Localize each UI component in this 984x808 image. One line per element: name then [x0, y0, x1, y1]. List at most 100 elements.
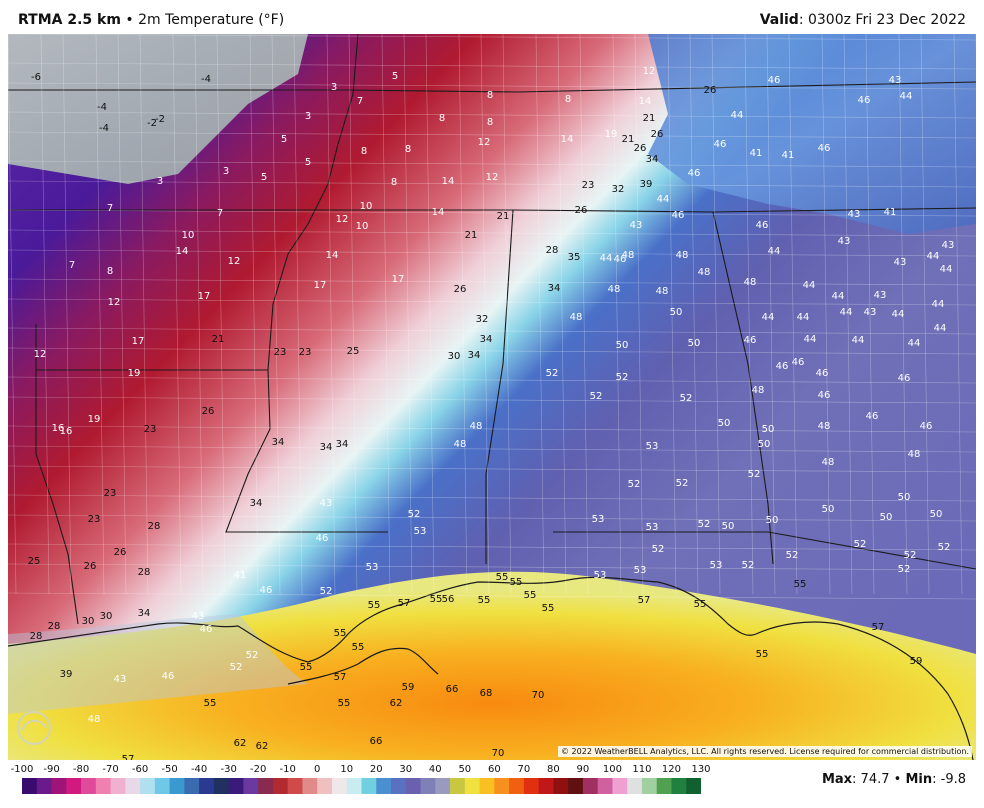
- temperature-label: 48: [608, 284, 621, 295]
- colorbar-swatch: [627, 778, 643, 794]
- temperature-label: 53: [592, 514, 605, 525]
- temperature-label: 43: [889, 75, 902, 86]
- temperature-label: 30: [82, 616, 95, 627]
- temperature-label: 52: [904, 550, 917, 561]
- temperature-label: 14: [639, 96, 652, 107]
- temperature-label: 57: [334, 672, 347, 683]
- temperature-label: 12: [34, 349, 47, 360]
- temperature-label: 43: [894, 257, 907, 268]
- temperature-label: 34: [272, 437, 285, 448]
- temperature-label: 34: [250, 498, 263, 509]
- weatherbell-logo: [17, 711, 51, 745]
- temperature-label: 10: [356, 221, 369, 232]
- coldest-region: [8, 34, 308, 184]
- temperature-label: 52: [698, 519, 711, 530]
- temperature-label: 3: [305, 111, 311, 122]
- temperature-label: 32: [476, 314, 489, 325]
- colorbar-swatch: [140, 778, 156, 794]
- colorbar-swatch: [435, 778, 451, 794]
- valid-label: Valid: [759, 12, 799, 28]
- colorbar-swatch: [405, 778, 422, 794]
- temperature-label: 44: [797, 312, 810, 323]
- header-bar: RTMA 2.5 km • 2m Temperature (°F) Valid:…: [0, 0, 984, 34]
- temperature-label: 19: [605, 129, 618, 140]
- temperature-label: 46: [792, 357, 805, 368]
- temperature-label: 48: [454, 439, 467, 450]
- colorbar-swatch: [494, 778, 510, 794]
- temperature-label: 53: [366, 562, 379, 573]
- colorbar-tick-label: -60: [131, 764, 149, 775]
- temperature-label: 7: [69, 260, 75, 271]
- colorbar-swatch: [509, 778, 525, 794]
- temperature-label: 8: [487, 117, 493, 128]
- temperature-label: 57: [122, 754, 135, 760]
- colorbar-swatch: [597, 778, 613, 794]
- temperature-label: 43: [864, 307, 877, 318]
- colorbar-tick-label: 60: [487, 764, 501, 775]
- temperature-label: 55: [756, 649, 769, 660]
- temperature-label: 41: [750, 148, 763, 159]
- temperature-label: 53: [646, 522, 659, 533]
- temperature-label: 46: [688, 168, 701, 179]
- temperature-label: 53: [414, 526, 427, 537]
- temperature-label: 62: [390, 698, 403, 709]
- colorbar-swatch: [538, 778, 554, 794]
- temperature-label: 46: [898, 373, 911, 384]
- temperature-label: 21: [497, 211, 510, 222]
- temperature-label: 44: [768, 246, 781, 257]
- temperature-label: 55: [352, 642, 365, 653]
- temperature-label: 52: [546, 368, 559, 379]
- colorbar-swatch: [568, 778, 584, 794]
- temperature-label: 52: [320, 586, 333, 597]
- temperature-label: 39: [640, 179, 653, 190]
- colorbar-swatch: [184, 778, 200, 794]
- colorbar-swatch: [22, 778, 38, 794]
- temperature-label: 43: [942, 240, 955, 251]
- colorbar-swatch: [479, 778, 495, 794]
- temperature-label: 53: [634, 565, 647, 576]
- temperature-label: 44: [934, 323, 947, 334]
- temperature-label: 46: [672, 210, 685, 221]
- colorbar-swatch: [464, 778, 481, 794]
- temperature-label: 44: [762, 312, 775, 323]
- colorbar-swatch: [686, 778, 701, 794]
- colorbar-swatch: [420, 778, 436, 794]
- colorbar-tick-label: -50: [161, 764, 178, 775]
- temperature-label: 44: [840, 307, 853, 318]
- temperature-label: 70: [532, 690, 545, 701]
- colorbar-tick-label: 0: [314, 764, 321, 775]
- temperature-label: 44: [940, 264, 953, 275]
- temperature-label: 59: [402, 682, 415, 693]
- colorbar-tick-label: 30: [399, 764, 413, 775]
- temperature-label: 48: [622, 250, 635, 261]
- temperature-label: 44: [892, 309, 905, 320]
- colorbar-swatch: [361, 778, 377, 794]
- colorbar-swatch: [228, 778, 244, 794]
- colorbar-swatch: [154, 778, 171, 794]
- temperature-label: 57: [872, 622, 885, 633]
- temperature-label: 66: [370, 736, 383, 747]
- temperature-label: 14: [326, 250, 339, 261]
- max-min-readout: Max: 74.7 • Min: -9.8: [822, 772, 966, 787]
- temperature-label: 17: [392, 274, 405, 285]
- temperature-label: 50: [718, 418, 731, 429]
- temperature-label: 59: [910, 656, 923, 667]
- temperature-label: 35: [568, 252, 581, 263]
- temperature-label: 52: [246, 650, 259, 661]
- temperature-label: 21: [465, 230, 478, 241]
- temperature-label: 8: [439, 113, 445, 124]
- temperature-label: 26: [202, 406, 215, 417]
- temperature-label: 17: [314, 280, 327, 291]
- max-value: : 74.7: [852, 772, 890, 787]
- temperature-label: 12: [486, 172, 499, 183]
- temperature-label: 52: [854, 539, 867, 550]
- temperature-label: 26: [114, 547, 127, 558]
- temperature-map[interactable]: -6 -4 -4 -4 -2 -2 3 5 7 3 5 5 3 5 3 8 8 12 14 26 46 43 46 44 8 8 1…: [8, 34, 976, 760]
- temperature-label: 7: [357, 96, 363, 107]
- temperature-label: 46: [162, 671, 175, 682]
- temperature-label: 46: [756, 220, 769, 231]
- temperature-label: 12: [108, 297, 121, 308]
- colorbar-swatch: [391, 778, 407, 794]
- temperature-label: 26: [454, 284, 467, 295]
